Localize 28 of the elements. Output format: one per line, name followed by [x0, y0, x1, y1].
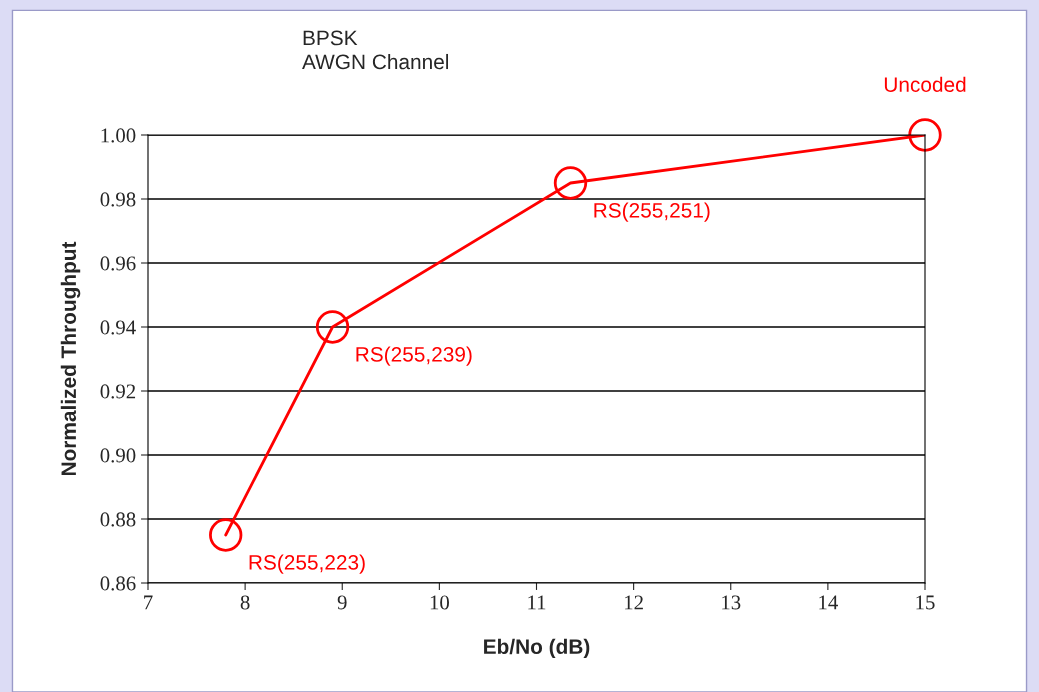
y-tick-label: 0.88 [100, 512, 136, 527]
y-tick-label: 0.90 [100, 448, 136, 463]
annotation: RS(255,239) [356, 346, 472, 366]
x-tick-label: 13 [722, 595, 741, 610]
y-tick-label: 0.98 [100, 192, 136, 207]
point [553, 166, 588, 200]
text: BPSK AWGN Channel [302, 30, 449, 70]
point [209, 518, 243, 552]
annotation: Uncoded [884, 76, 966, 92]
x-tick-label: 14 [819, 595, 838, 610]
x-tick-label: 9 [337, 595, 347, 610]
y-tick-label: 0.86 [100, 576, 136, 591]
y-tick-label: 0.92 [100, 384, 136, 399]
y-tick-label: 0.96 [100, 256, 136, 271]
y-tick-label: 0.94 [100, 320, 136, 335]
x-tick-label: 7 [144, 595, 153, 610]
x-tick-label: 8 [240, 595, 250, 610]
y-tick-label: 1.00 [101, 128, 136, 143]
point [315, 310, 350, 344]
x-tick-label: 15 [916, 595, 935, 610]
y-axis-title: Normalized Throughput [60, 241, 81, 476]
x-tick-label: 10 [430, 595, 449, 610]
point [908, 118, 942, 152]
annotation: RS(255,223) [249, 554, 365, 574]
x-tick-label: 11 [528, 595, 546, 610]
x-tick-label: 12 [625, 595, 643, 610]
annotation: RS(255,251) [594, 202, 710, 222]
x-axis-title: Eb/No (dB) [484, 638, 590, 659]
